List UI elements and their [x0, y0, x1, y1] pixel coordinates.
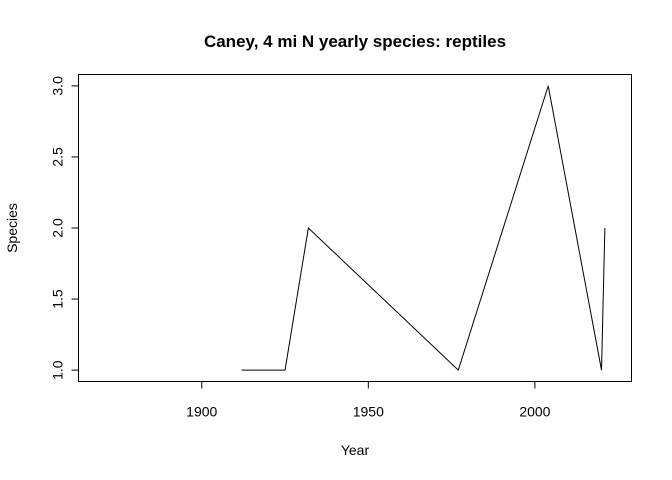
x-tick-label: 1900 [186, 404, 217, 420]
y-axis: 1.0 1.5 2.0 2.5 3.0 [50, 76, 79, 380]
y-tick-label: 2.0 [50, 218, 66, 238]
y-tick-label: 3.0 [50, 76, 66, 96]
series-group [241, 85, 606, 372]
y-tick-label: 1.0 [50, 360, 66, 380]
x-tick-label: 1950 [353, 404, 384, 420]
x-tick-label: 2000 [519, 404, 550, 420]
x-axis-label: Year [341, 442, 370, 458]
x-axis: 1900 1950 2000 [186, 381, 551, 420]
y-axis-label: Species [4, 203, 20, 253]
y-tick-label: 2.5 [50, 147, 66, 167]
series-line [241, 85, 606, 372]
chart-title: Caney, 4 mi N yearly species: reptiles [204, 32, 506, 51]
plot-frame [78, 74, 632, 382]
y-tick-label: 1.5 [50, 289, 66, 309]
